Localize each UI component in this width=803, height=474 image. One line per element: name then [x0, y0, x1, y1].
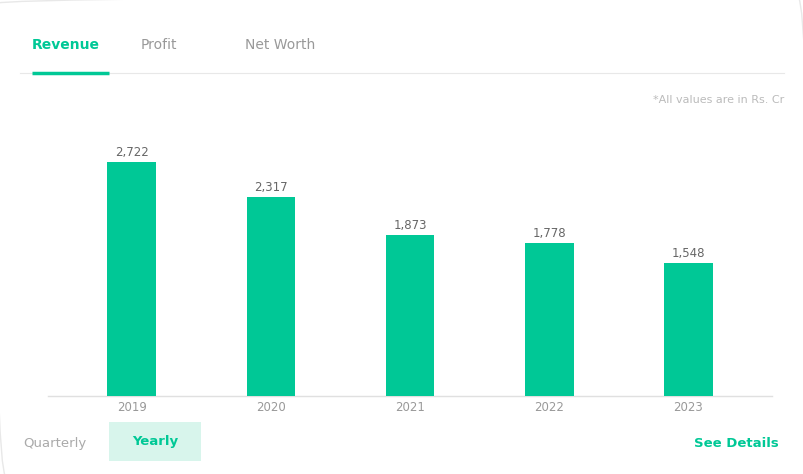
Bar [663, 263, 711, 396]
Text: 1,873: 1,873 [393, 219, 426, 232]
Text: Revenue: Revenue [32, 38, 100, 52]
Text: Profit: Profit [141, 38, 177, 52]
Text: 1,548: 1,548 [671, 247, 704, 260]
Text: Quarterly: Quarterly [23, 437, 86, 450]
Text: 1,778: 1,778 [532, 228, 565, 240]
Bar [247, 197, 295, 396]
Text: See Details: See Details [693, 437, 777, 450]
Text: Yearly: Yearly [132, 435, 177, 448]
Text: 2,317: 2,317 [254, 181, 287, 194]
FancyBboxPatch shape [108, 422, 201, 461]
Text: *All values are in Rs. Cr: *All values are in Rs. Cr [652, 95, 783, 105]
Bar [524, 243, 573, 396]
Text: 2,722: 2,722 [115, 146, 149, 159]
Bar [385, 235, 434, 396]
Bar [108, 162, 156, 396]
Text: Net Worth: Net Worth [245, 38, 315, 52]
